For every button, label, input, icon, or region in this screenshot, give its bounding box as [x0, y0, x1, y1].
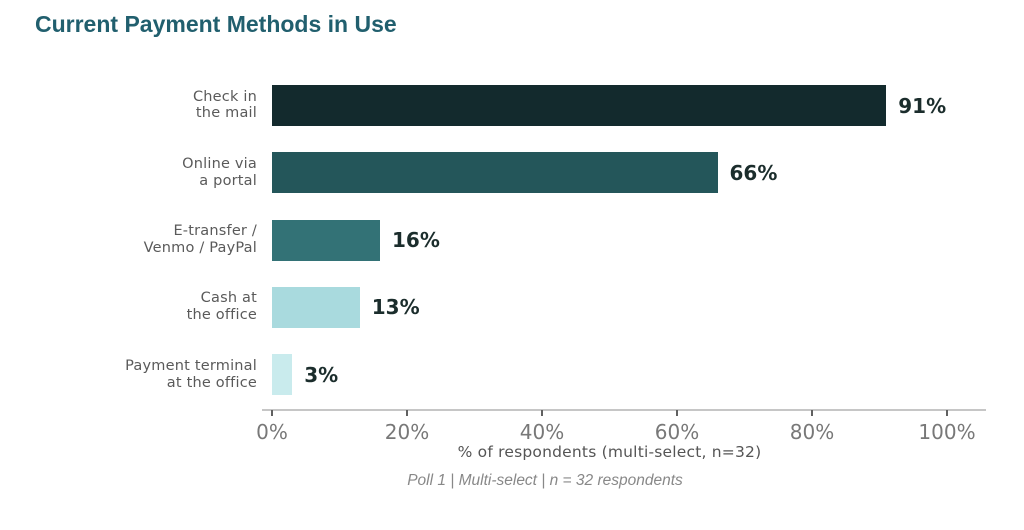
bar-etransfer-venmo-paypal — [272, 219, 380, 261]
axis-tick-label: 0% — [256, 420, 288, 444]
category-label-line2: the mail — [195, 105, 257, 122]
category-label-line2: a portal — [199, 172, 257, 189]
bar-row-cash-at-the-office: Cash at the office 13% — [0, 286, 1024, 328]
value-label: 66% — [729, 160, 778, 185]
category-label-line1: Payment terminal — [125, 357, 257, 374]
category-label: Online via a portal — [40, 156, 257, 190]
axis-tick-label: 60% — [654, 420, 700, 444]
bar-row-payment-terminal: Payment terminal at the office 3% — [0, 354, 1024, 396]
axis-tick-label: 100% — [918, 420, 976, 444]
axis-tick-mark — [406, 410, 408, 416]
value-label: 91% — [898, 93, 947, 118]
chart-footnote: Poll 1 | Multi-select | n = 32 responden… — [407, 472, 683, 489]
x-axis-label: % of respondents (multi-select, n=32) — [457, 443, 762, 461]
axis-tick-mark — [946, 410, 948, 416]
category-label-line2: at the office — [166, 374, 257, 391]
value-label: 3% — [304, 362, 339, 387]
category-label: E-transfer / Venmo / PayPal — [40, 223, 257, 257]
category-label: Payment terminal at the office — [40, 358, 257, 392]
category-label-line2: Venmo / PayPal — [143, 240, 257, 257]
bar-check-in-the-mail — [272, 85, 887, 126]
value-label: 16% — [392, 228, 440, 253]
axis-tick-mark — [271, 410, 273, 416]
axis-tick-mark — [541, 410, 543, 416]
axis-tick-label: 20% — [384, 420, 430, 444]
bar-cash-at-the-office — [272, 286, 360, 328]
chart-title: Current Payment Methods in Use — [35, 11, 397, 37]
value-label: 13% — [371, 295, 420, 320]
axis-tick-label: 80% — [789, 420, 835, 444]
x-axis-line — [262, 409, 986, 411]
category-label: Check in the mail — [40, 89, 257, 123]
bar-payment-terminal — [272, 354, 293, 396]
category-label-line1: Cash at — [200, 290, 257, 307]
category-label-line1: Check in — [192, 88, 257, 105]
bar-row-check-in-the-mail: Check in the mail 91% — [0, 85, 1024, 126]
category-label-line2: the office — [186, 307, 257, 324]
bar-row-online-via-a-portal: Online via a portal 66% — [0, 152, 1024, 194]
category-label: Cash at the office — [40, 290, 257, 324]
category-label-line1: Online via — [182, 155, 257, 172]
category-label-line1: E-transfer / — [173, 223, 257, 240]
axis-tick-mark — [811, 410, 813, 416]
axis-tick-label: 40% — [519, 420, 565, 444]
bar-row-etransfer-venmo-paypal: E-transfer / Venmo / PayPal 16% — [0, 219, 1024, 261]
bar-online-via-a-portal — [272, 152, 718, 194]
axis-tick-mark — [676, 410, 678, 416]
